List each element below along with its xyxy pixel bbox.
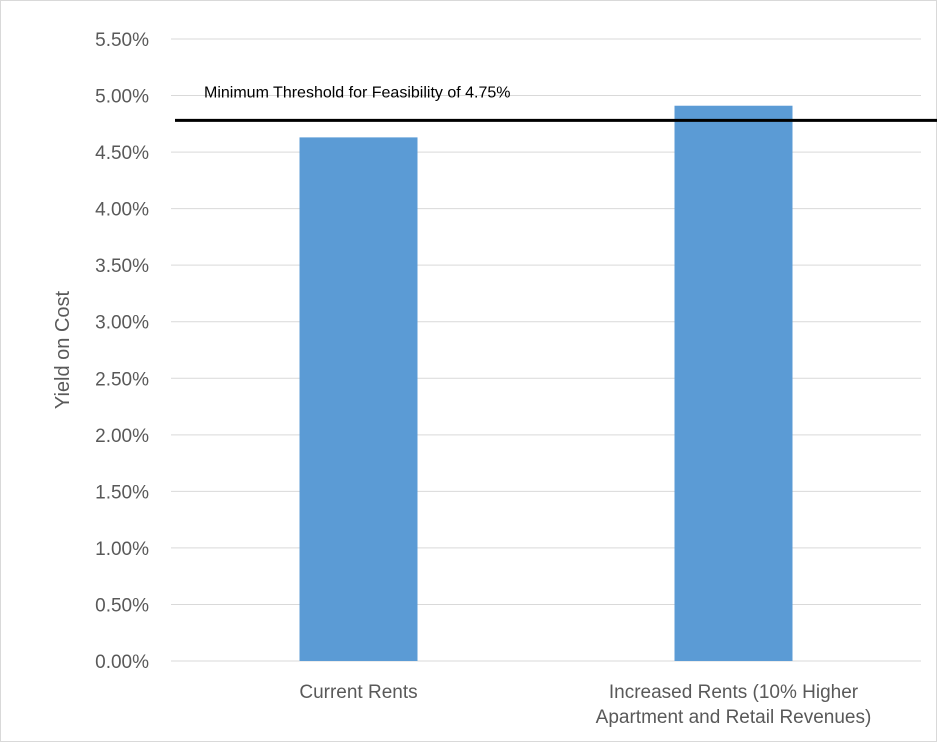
bars [299, 105, 793, 661]
y-tick-label: 4.50% [95, 143, 149, 164]
y-tick-label: 0.50% [95, 595, 149, 616]
y-tick-label: 4.00% [95, 200, 149, 221]
y-tick-label: 1.50% [95, 482, 149, 503]
threshold-group: Minimum Threshold for Feasibility of 4.7… [175, 84, 937, 122]
y-tick-label: 3.00% [95, 313, 149, 334]
x-category-label-line: Current Rents [299, 682, 417, 703]
x-category-label: Increased Rents (10% Higher Apartment and… [596, 682, 872, 728]
bar [299, 137, 418, 661]
x-category-label: Current Rents [299, 682, 417, 703]
y-tick-label: 2.50% [95, 369, 149, 390]
x-category-label-line: Increased Rents (10% Higher [609, 682, 859, 703]
y-axis-tick-labels: 0.00% 0.50% 1.00% 1.50% 2.00% 2.50% 3.00% 3.50%… [95, 30, 149, 673]
y-axis-title: Yield on Cost [52, 290, 74, 409]
threshold-label: Minimum Threshold for Feasibility of 4.7… [204, 84, 511, 101]
x-category-label-line: Apartment and Retail Revenues) [596, 707, 872, 728]
bar [674, 105, 793, 661]
y-tick-label: 1.00% [95, 539, 149, 560]
y-tick-label: 5.00% [95, 87, 149, 108]
gridlines [171, 38, 921, 662]
y-tick-label: 0.00% [95, 652, 149, 673]
x-axis-category-labels: Current Rents Increased Rents (10% Higher… [299, 682, 871, 728]
y-tick-label: 2.00% [95, 426, 149, 447]
y-tick-label: 5.50% [95, 30, 149, 51]
y-tick-label: 3.50% [95, 256, 149, 277]
